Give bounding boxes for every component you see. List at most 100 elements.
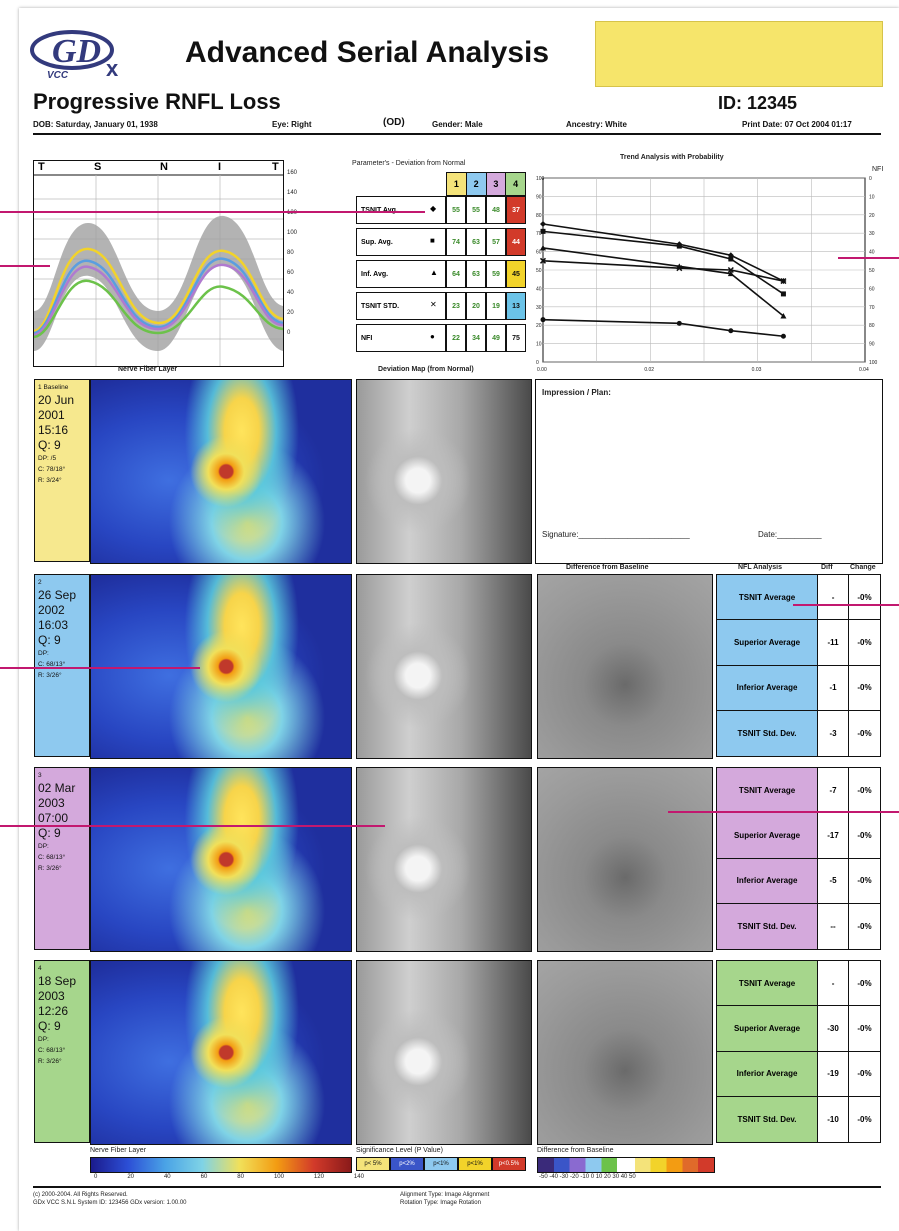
param-header-1: 1 [447,173,467,195]
tsnit-tick: 100 [287,230,298,236]
print-date: Print Date: 07 Oct 2004 01:17 [742,120,852,129]
deviation-map-2 [356,574,532,759]
param-value-cell: 19 [486,292,506,320]
footer-rotation: Rotation Type: Image Rotation [400,1200,481,1206]
analysis-change: -0% [857,592,872,602]
analysis-diff: -- [818,903,850,949]
analysis-change: -0% [857,637,872,647]
nfl-scale-tick: 140 [353,1174,364,1180]
difference-color-scale [537,1157,715,1173]
trend-left-tick: 80 [536,213,542,219]
analysis-change: -0% [857,1069,872,1079]
difference-scale-ticks: -50 -40 -30 -20 -10 0 10 20 30 40 50 [539,1174,636,1180]
tsnit-tick: 80 [287,250,294,256]
trend-right-tick: 60 [869,286,875,292]
trend-point [676,243,682,249]
param-value-cell: 75 [506,324,526,352]
param-row-symbol: ▲ [430,268,438,277]
visit-4-number: 4 [38,965,42,972]
visit-4-panel: 4 18 Sep 2003 12:26 Q: 9 DP: C: 68/13° R… [34,960,90,1143]
trend-point [676,265,683,272]
case-heading: Progressive RNFL Loss [33,89,281,114]
param-value-cell: 13 [506,292,526,320]
trend-left-tick: 0 [536,360,539,366]
dob: DOB: Saturday, January 01, 1938 [33,120,158,129]
parameters-header: 1 2 3 4 [446,172,526,196]
analysis-label: Superior Average [717,1006,819,1051]
analysis-row: TSNIT Std. Dev. -- -0% [717,903,880,949]
significance-legend: p< 5% p<2% p<1% p<1% p<0.5% [356,1157,526,1171]
difference-caption: Difference from Baseline [566,564,649,571]
analysis-change: -0% [857,785,872,795]
tsnit-ticks: 160 140 120 100 80 60 40 20 0 [287,170,297,350]
analysis-change: -0% [857,921,872,931]
analysis-change: -0% [857,876,872,886]
trend-point [727,266,734,274]
annotation-arrow [0,211,425,213]
nfl-analysis-table-2: TSNIT Average - -0% Superior Average -11 -0% I… [716,574,881,757]
trend-left-tick: 60 [536,250,542,256]
tsnit-label-n: N [160,161,168,173]
trend-title: Trend Analysis with Probability [620,154,724,161]
report-title: Advanced Serial Analysis [185,36,550,69]
annotation-arrow [0,265,50,267]
annotation-arrow [838,257,899,259]
nfl-scale-tick: 0 [94,1174,98,1180]
analysis-diff: -10 [818,1096,850,1142]
significance-swatch: p<2% [390,1157,424,1171]
footer-version: GDx VCC S.N.L System ID: 123456 GDx vers… [33,1200,187,1206]
analysis-diff: - [818,961,850,1006]
param-value-cell: 59 [486,260,506,288]
trend-left-tick: 40 [536,286,542,292]
visit-3-number: 3 [38,772,42,779]
analysis-diff: -5 [818,858,850,903]
tsnit-label-s: S [94,161,102,173]
visit-4-quality: Q: 9 [38,1019,61,1033]
trend-right-tick: 80 [869,323,875,329]
analysis-diff: -19 [818,1051,850,1096]
param-row-label: TSNIT STD. [356,292,446,320]
significance-swatch: p<1% [424,1157,458,1171]
nfl-analysis-table-3: TSNIT Average -7 -0% Superior Average -17 -0%… [716,767,881,950]
param-header-3: 3 [486,173,507,195]
param-header-4: 4 [506,173,525,195]
param-header-2: 2 [466,173,487,195]
nfl-scale-tick: 60 [200,1174,208,1180]
tsnit-label-i: I [218,161,222,173]
trend-point [780,291,786,297]
eye: Eye: Right [272,120,312,129]
visit-1-c: C: 78/18° [38,466,66,473]
significance-swatch: p< 5% [356,1157,390,1171]
param-value-cell: 23 [446,292,466,320]
visit-4-year: 2003 [38,989,65,1003]
impression-label: Impression / Plan: [542,388,611,397]
trend-point [780,313,787,319]
trend-point [780,278,787,285]
parameters-title: Parameter's - Deviation from Normal [352,160,466,167]
gdx-logo: GD x [30,30,119,80]
trend-left-tick: 70 [536,231,542,237]
analysis-diff: -17 [818,813,850,858]
trend-right-tick: 30 [869,231,875,237]
analysis-diff: -3 [818,710,850,756]
param-value-cell: 22 [446,324,466,352]
visit-2-dp: DP: [38,650,49,657]
yellow-label-box [595,21,883,87]
nfl-legend-title: Nerve Fiber Layer [90,1147,147,1154]
trend-left-tick: 30 [536,305,542,311]
trend-series-line [542,260,784,282]
analysis-change: -0% [857,1023,872,1033]
tsnit-tick: 160 [287,170,298,176]
analysis-row: TSNIT Std. Dev. -3 -0% [717,710,880,756]
visit-3-c: C: 68/13° [38,854,66,861]
trend-series-line [542,230,784,295]
impression-box[interactable]: Impression / Plan: Signature:___________… [535,379,883,564]
deviation-map-4 [356,960,532,1145]
analysis-label: Superior Average [717,813,819,858]
tsnit-tick: 60 [287,270,294,276]
deviation-map-1 [356,379,532,564]
visit-3-quality: Q: 9 [38,826,61,840]
visit-4-time: 12:26 [38,1004,69,1018]
nfl-scale-tick: 80 [237,1174,244,1180]
trend-right-tick: 70 [869,305,875,311]
